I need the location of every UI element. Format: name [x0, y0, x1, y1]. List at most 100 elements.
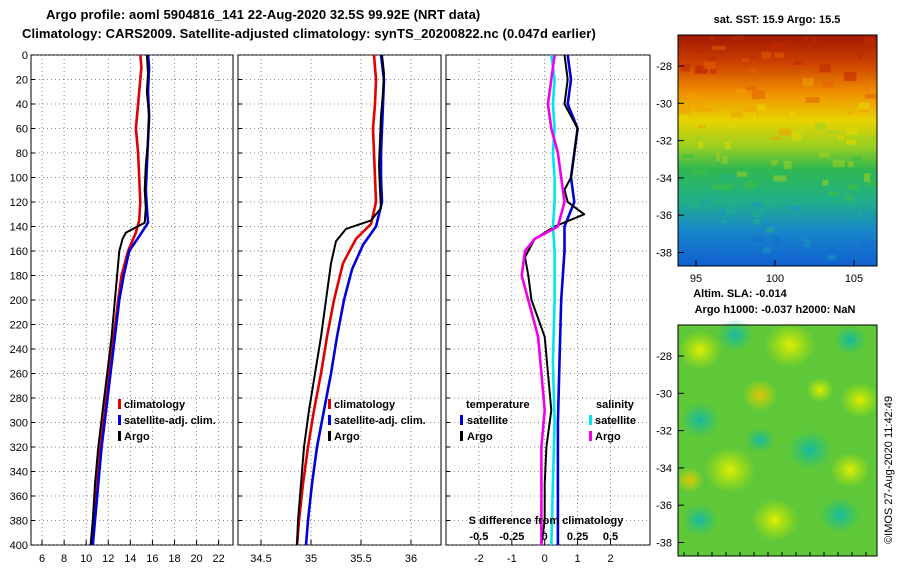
sst-cell — [697, 124, 706, 129]
y-tick-label: 40 — [16, 99, 28, 111]
sst-cell — [742, 58, 749, 62]
sst-cell — [725, 124, 733, 128]
y-tick-label: 140 — [10, 222, 28, 234]
sst-cell — [805, 97, 820, 103]
sst-cell — [725, 142, 731, 149]
sst-cell — [847, 161, 854, 168]
sla-blob — [742, 378, 778, 412]
sst-cell — [866, 181, 877, 186]
legend-label: Argo — [334, 431, 360, 443]
map-y-tick-label: -38 — [656, 538, 672, 550]
sst-cell — [731, 111, 743, 118]
sst-cell — [761, 51, 772, 59]
y-tick-label: 220 — [10, 320, 28, 332]
series-line — [295, 54, 378, 546]
series-line — [550, 54, 556, 546]
sst-cell — [799, 94, 805, 103]
sla-blob — [840, 382, 880, 418]
sst-cell — [734, 245, 741, 253]
sla-blob — [682, 503, 718, 537]
sst-cell — [683, 145, 693, 149]
sst-cell — [846, 111, 854, 115]
sst-cell — [765, 227, 775, 233]
sst-cell — [847, 184, 859, 190]
legend-swatch — [328, 399, 331, 409]
sst-cell — [845, 195, 854, 201]
legend-title-temperature: temperature — [466, 399, 530, 411]
title-line-1: Argo profile: aoml 5904816_141 22-Aug-20… — [46, 7, 481, 22]
x-tick-label: 20 — [190, 553, 202, 565]
sst-cell — [716, 152, 721, 161]
map-x-tick-label: 105 — [845, 273, 863, 285]
map-x-tick-label: 100 — [766, 273, 784, 285]
sst-cell — [788, 206, 802, 211]
sst-cell — [844, 72, 857, 82]
sst-cell — [682, 154, 695, 159]
y-tick-label: 180 — [10, 271, 28, 283]
sst-map-frame — [677, 34, 878, 267]
y-tick-label: 340 — [10, 467, 28, 479]
sst-cell — [721, 174, 736, 180]
y-tick-label: 240 — [10, 344, 28, 356]
series-line — [304, 54, 386, 546]
sst-cell — [783, 160, 792, 169]
legend-label: climatology — [334, 399, 396, 411]
sst-cell — [688, 92, 699, 99]
sla-blob — [764, 321, 816, 369]
sst-cell — [774, 52, 785, 58]
sst-cell — [745, 181, 757, 190]
legend-label: climatology — [124, 399, 186, 411]
x-tick-label: 35.5 — [350, 553, 371, 565]
legend-label: satellite-adj. clim. — [124, 415, 216, 427]
sla-blob — [820, 497, 860, 533]
sal-diff-tick-label: -0.5 — [469, 531, 488, 543]
sla-map-texture — [676, 318, 880, 542]
sst-cell — [756, 104, 765, 111]
sst-cell — [815, 123, 827, 131]
legend-swatch — [460, 415, 463, 425]
sst-cell — [711, 46, 726, 50]
y-tick-label: 200 — [10, 295, 28, 307]
sst-cell — [864, 36, 875, 45]
x-tick-label: 10 — [80, 553, 92, 565]
sst-cell — [695, 45, 706, 53]
sst-map-image — [678, 35, 877, 266]
salinity-profile-panel: 34.5 35 35.5 36 climatology satellite-adj. cl… — [237, 54, 442, 565]
x-tick-label: 1 — [575, 553, 581, 565]
series-line — [89, 54, 151, 546]
sst-cell — [745, 106, 759, 113]
y-tick-label: 360 — [10, 491, 28, 503]
series-line — [296, 54, 385, 546]
map-y-tick-label: -36 — [656, 210, 672, 222]
x-tick-label: -2 — [474, 553, 484, 565]
y-tick-label: 20 — [16, 75, 28, 87]
x-tick-label: 22 — [213, 553, 225, 565]
sst-cell — [745, 86, 758, 90]
map-y-tick-label: -30 — [656, 388, 672, 400]
sst-cell — [753, 219, 761, 225]
sst-cell — [846, 139, 856, 145]
x-tick-label: 36 — [405, 553, 417, 565]
y-tick-label: 0 — [22, 50, 28, 62]
sst-cell — [744, 112, 757, 119]
sst-cell — [827, 130, 840, 134]
legend-swatch — [118, 431, 121, 441]
sst-cell — [863, 173, 871, 182]
x-tick-label: 6 — [39, 553, 45, 565]
y-tick-label: 280 — [10, 393, 28, 405]
sla-blob — [834, 325, 866, 355]
sst-cell — [720, 208, 727, 216]
sal-diff-tick-label: 0 — [542, 531, 548, 543]
sst-cell — [828, 192, 838, 196]
sst-cell — [812, 248, 820, 254]
sla-blob — [678, 330, 722, 370]
sst-cell — [722, 156, 728, 164]
sst-cell — [832, 159, 845, 168]
sal-diff-tick-label: 0.25 — [567, 531, 588, 543]
sst-cell — [802, 36, 809, 42]
sst-cell — [722, 184, 733, 191]
sst-map-panel: sat. SST: 15.9 Argo: 15.5 -28 -30 -32 -34 -3… — [656, 14, 878, 285]
sst-cell — [827, 255, 837, 261]
y-tick-label: 160 — [10, 246, 28, 258]
sst-map-texture — [678, 35, 877, 261]
